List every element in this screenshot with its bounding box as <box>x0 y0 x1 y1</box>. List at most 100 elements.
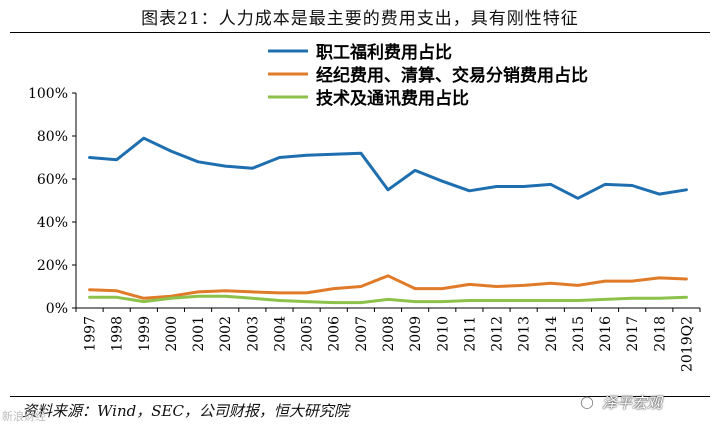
data-point <box>522 284 525 287</box>
data-point <box>196 160 200 163</box>
y-tick-label: 0% <box>46 301 68 317</box>
data-point <box>169 297 173 300</box>
x-tick-label: 2007 <box>354 316 370 352</box>
data-point <box>495 185 498 188</box>
data-point <box>88 156 91 159</box>
data-point <box>115 289 118 292</box>
x-tick-label: 1997 <box>83 316 99 352</box>
series-line-2 <box>88 274 688 300</box>
data-point <box>658 276 661 280</box>
data-point <box>305 154 308 157</box>
data-point <box>386 274 390 277</box>
data-point <box>224 164 227 168</box>
x-tick-label: 2013 <box>517 316 533 352</box>
x-tick-label: 2012 <box>490 316 506 352</box>
x-tick-label: 2004 <box>272 316 288 352</box>
data-point <box>142 136 146 140</box>
data-point <box>549 183 552 186</box>
x-tick-label: 2008 <box>381 316 397 352</box>
data-point <box>413 287 417 290</box>
data-point <box>495 285 498 288</box>
x-tick-label: 2009 <box>408 316 424 352</box>
data-point <box>386 298 390 301</box>
data-point <box>685 277 688 281</box>
x-tick-label: 2019Q2 <box>679 316 695 372</box>
data-point <box>685 296 688 299</box>
y-tick-label: 60% <box>37 172 68 188</box>
data-point <box>169 149 173 153</box>
data-point <box>441 179 444 183</box>
wechat-icon: ○ <box>580 392 594 411</box>
x-tick-label: 2011 <box>462 316 478 352</box>
x-tick-label: 2006 <box>327 316 343 352</box>
data-point <box>468 299 471 302</box>
data-point <box>630 279 634 283</box>
data-point <box>685 188 688 191</box>
data-point <box>603 279 607 283</box>
source-note: 资料来源：Wind，SEC，公司财报，恒大研究院 <box>22 402 349 420</box>
data-point <box>305 300 308 303</box>
data-point <box>224 289 227 292</box>
x-tick-label: 1998 <box>110 316 126 352</box>
x-tick-label: 2002 <box>218 316 234 352</box>
title-divider <box>10 32 710 33</box>
y-tick-label: 80% <box>37 129 68 145</box>
data-point <box>441 287 444 290</box>
data-point <box>142 297 146 300</box>
data-point <box>332 287 335 290</box>
x-tick-label: 2017 <box>625 316 641 352</box>
data-point <box>441 300 444 303</box>
data-point <box>332 301 335 304</box>
y-tick-label: 20% <box>37 258 68 274</box>
data-point <box>278 156 281 159</box>
data-point <box>468 189 471 193</box>
x-tick-label: 2014 <box>544 316 560 352</box>
data-point <box>495 299 498 302</box>
x-tick-label: 1999 <box>137 316 153 352</box>
data-point <box>196 294 200 298</box>
data-point <box>468 283 471 286</box>
x-tick-label: 2018 <box>652 316 668 352</box>
data-point <box>386 188 390 191</box>
watermark-left: 新浪财经 <box>2 410 46 423</box>
x-tick-label: 2003 <box>245 316 261 352</box>
legend-label: 职工福利费用占比 <box>316 42 452 63</box>
data-point <box>88 296 91 299</box>
x-tick-label: 2016 <box>598 316 614 352</box>
data-point <box>603 183 607 186</box>
data-point <box>413 169 417 172</box>
figure-title: 图表21：人力成本是最主要的费用支出，具有刚性特征 <box>141 9 579 29</box>
data-point <box>115 296 118 299</box>
data-point <box>359 152 363 155</box>
data-point <box>251 290 254 294</box>
source-divider <box>10 396 710 397</box>
legend-label: 技术及通讯费用占比 <box>316 88 469 109</box>
y-tick-label: 40% <box>37 215 68 231</box>
data-point <box>251 167 254 170</box>
data-point <box>332 153 335 156</box>
data-point <box>603 298 607 301</box>
series-layer <box>88 136 688 305</box>
data-point <box>413 300 417 303</box>
data-point <box>278 291 281 295</box>
x-tick-label: 2000 <box>164 316 180 352</box>
data-point <box>576 284 580 287</box>
data-point <box>359 285 363 288</box>
data-point <box>251 297 254 300</box>
x-tick-label: 2010 <box>435 316 451 352</box>
data-point <box>522 299 525 302</box>
data-point <box>576 197 580 200</box>
data-point <box>359 301 363 304</box>
data-point <box>196 290 200 294</box>
data-point <box>658 192 661 196</box>
x-tick-label: 2015 <box>571 316 587 352</box>
data-point <box>115 158 118 161</box>
legend-label: 经纪费用、清算、交易分销费用占比 <box>316 65 588 86</box>
data-point <box>305 291 308 295</box>
data-point <box>278 299 281 302</box>
data-point <box>549 282 552 285</box>
data-point <box>142 300 146 303</box>
data-point <box>224 294 227 298</box>
data-point <box>630 297 634 300</box>
watermark: 泽平宏观 <box>602 394 663 412</box>
